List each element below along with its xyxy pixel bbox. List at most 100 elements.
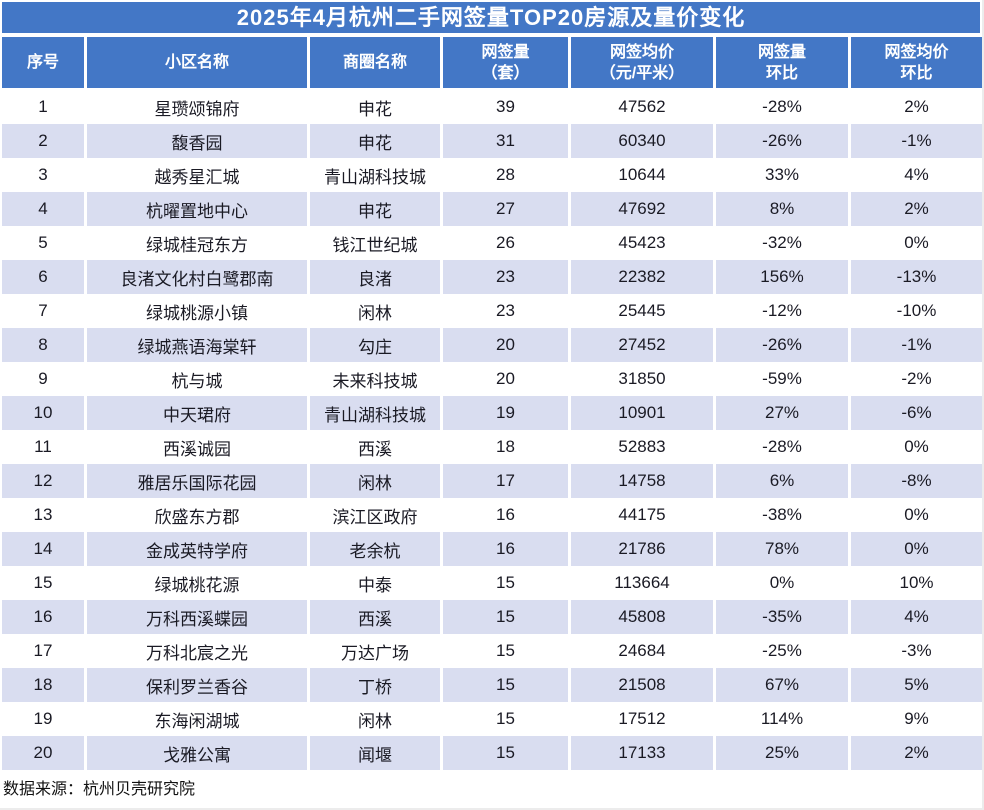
cell-price-mom: 4% [851,600,982,634]
cell-district-name: 青山湖科技城 [310,158,440,192]
cell-signed-volume: 19 [443,396,568,430]
cell-volume-mom: -59% [716,362,848,396]
cell-rank: 7 [2,294,84,328]
cell-signed-volume: 20 [443,328,568,362]
cell-community-name: 戈雅公寓 [87,736,307,770]
cell-community-name: 馥香园 [87,124,307,158]
cell-volume-mom: -28% [716,90,848,124]
cell-avg-price: 60340 [571,124,713,158]
cell-district-name: 万达广场 [310,634,440,668]
cell-district-name: 丁桥 [310,668,440,702]
cell-rank: 4 [2,192,84,226]
cell-avg-price: 44175 [571,498,713,532]
cell-district-name: 申花 [310,90,440,124]
cell-district-name: 西溪 [310,430,440,464]
cell-community-name: 雅居乐国际花园 [87,464,307,498]
cell-community-name: 金成英特学府 [87,532,307,566]
cell-community-name: 星瓒颂锦府 [87,90,307,124]
table-title: 2025年4月杭州二手网签量TOP20房源及量价变化 [2,2,980,33]
cell-price-mom: -10% [851,294,982,328]
cell-volume-mom: -28% [716,430,848,464]
cell-signed-volume: 16 [443,498,568,532]
cell-volume-mom: -26% [716,328,848,362]
cell-rank: 14 [2,532,84,566]
cell-signed-volume: 20 [443,362,568,396]
cell-avg-price: 24684 [571,634,713,668]
table-row: 10 中天珺府 青山湖科技城 19 10901 27% -6% [2,396,982,430]
table-row: 5 绿城桂冠东方 钱江世纪城 26 45423 -32% 0% [2,226,982,260]
cell-rank: 2 [2,124,84,158]
cell-price-mom: -6% [851,396,982,430]
cell-rank: 9 [2,362,84,396]
cell-avg-price: 14758 [571,464,713,498]
column-header-avg-price: 网签均价 （元/平米） [571,37,713,88]
cell-volume-mom: 8% [716,192,848,226]
cell-volume-mom: 25% [716,736,848,770]
cell-avg-price: 22382 [571,260,713,294]
cell-signed-volume: 39 [443,90,568,124]
cell-price-mom: -13% [851,260,982,294]
column-header-district-name: 商圈名称 [310,37,440,88]
cell-avg-price: 21508 [571,668,713,702]
cell-rank: 13 [2,498,84,532]
cell-rank: 16 [2,600,84,634]
cell-signed-volume: 15 [443,736,568,770]
cell-price-mom: 0% [851,532,982,566]
cell-price-mom: 5% [851,668,982,702]
cell-avg-price: 10901 [571,396,713,430]
cell-community-name: 杭曜置地中心 [87,192,307,226]
cell-signed-volume: 28 [443,158,568,192]
table-row: 13 欣盛东方郡 滨江区政府 16 44175 -38% 0% [2,498,982,532]
cell-volume-mom: -12% [716,294,848,328]
table-row: 9 杭与城 未来科技城 20 31850 -59% -2% [2,362,982,396]
cell-rank: 5 [2,226,84,260]
cell-price-mom: -3% [851,634,982,668]
table-row: 4 杭曜置地中心 申花 27 47692 8% 2% [2,192,982,226]
table-row: 17 万科北宸之光 万达广场 15 24684 -25% -3% [2,634,982,668]
cell-district-name: 闲林 [310,464,440,498]
column-header-price-mom: 网签均价 环比 [851,37,982,88]
cell-community-name: 欣盛东方郡 [87,498,307,532]
cell-signed-volume: 31 [443,124,568,158]
cell-rank: 1 [2,90,84,124]
cell-signed-volume: 15 [443,600,568,634]
cell-avg-price: 45808 [571,600,713,634]
cell-volume-mom: -25% [716,634,848,668]
table-row: 8 绿城燕语海棠轩 勾庄 20 27452 -26% -1% [2,328,982,362]
cell-district-name: 闻堰 [310,736,440,770]
cell-signed-volume: 26 [443,226,568,260]
cell-district-name: 未来科技城 [310,362,440,396]
cell-avg-price: 52883 [571,430,713,464]
cell-community-name: 越秀星汇城 [87,158,307,192]
cell-avg-price: 31850 [571,362,713,396]
cell-community-name: 西溪诚园 [87,430,307,464]
table-row: 11 西溪诚园 西溪 18 52883 -28% 0% [2,430,982,464]
cell-rank: 20 [2,736,84,770]
cell-avg-price: 17133 [571,736,713,770]
cell-price-mom: -1% [851,124,982,158]
table-header-row: 序号 小区名称 商圈名称 网签量 （套） 网签均价 （元/平米） 网签量 环比 网签均价 环… [2,37,982,88]
cell-price-mom: 4% [851,158,982,192]
table-row: 14 金成英特学府 老余杭 16 21786 78% 0% [2,532,982,566]
cell-volume-mom: 67% [716,668,848,702]
cell-district-name: 勾庄 [310,328,440,362]
cell-signed-volume: 27 [443,192,568,226]
cell-signed-volume: 15 [443,702,568,736]
cell-price-mom: 10% [851,566,982,600]
cell-volume-mom: 78% [716,532,848,566]
cell-price-mom: 0% [851,498,982,532]
cell-signed-volume: 23 [443,294,568,328]
table-row: 3 越秀星汇城 青山湖科技城 28 10644 33% 4% [2,158,982,192]
cell-community-name: 保利罗兰香谷 [87,668,307,702]
cell-community-name: 绿城桃源小镇 [87,294,307,328]
cell-avg-price: 113664 [571,566,713,600]
table-body: 1 星瓒颂锦府 申花 39 47562 -28% 2% 2 馥香园 申花 31 60340 -26% -1… [2,90,984,770]
cell-signed-volume: 16 [443,532,568,566]
cell-rank: 18 [2,668,84,702]
table-row: 15 绿城桃花源 中泰 15 113664 0% 10% [2,566,982,600]
cell-price-mom: -8% [851,464,982,498]
cell-price-mom: -1% [851,328,982,362]
table-row: 12 雅居乐国际花园 闲林 17 14758 6% -8% [2,464,982,498]
cell-avg-price: 17512 [571,702,713,736]
